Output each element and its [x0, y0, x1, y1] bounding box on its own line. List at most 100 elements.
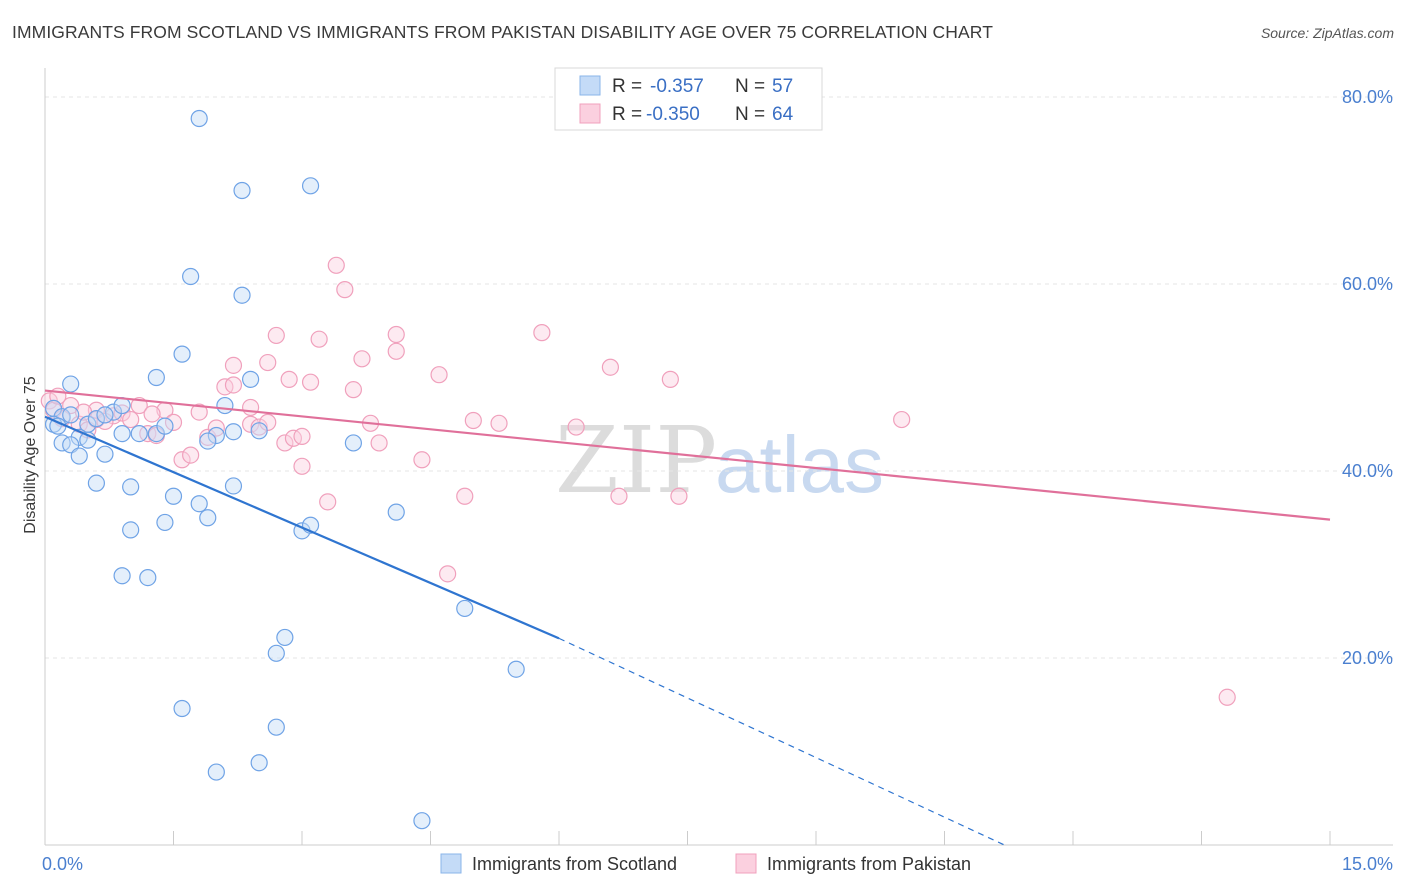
scotland-point [250, 754, 268, 772]
scotland-point [96, 445, 114, 463]
scotland-point [199, 509, 217, 527]
legend-n-label-pakistan: N = [735, 104, 765, 125]
scotland-point [147, 368, 165, 387]
scotland-point [224, 423, 243, 441]
scotland-point [113, 425, 131, 443]
scotland-point [216, 396, 234, 415]
pakistan-trend-line [44, 389, 1331, 521]
scotland-point [267, 718, 285, 736]
watermark-atlas: atlas [715, 420, 884, 509]
bottom-legend-label-scotland: Immigrants from Scotland [472, 854, 677, 874]
scotland-trend-extension [558, 637, 1005, 846]
scotland-point [301, 177, 320, 195]
scotland-point [173, 345, 191, 363]
source-label: Source: ZipAtlas.com [1260, 25, 1394, 41]
scotland-point [122, 478, 140, 496]
pakistan-point [893, 410, 911, 429]
pakistan-point [413, 451, 431, 469]
pakistan-point [293, 457, 311, 475]
pakistan-point [430, 366, 448, 384]
watermark-zip: ZIP [555, 407, 717, 514]
pakistan-point [250, 418, 268, 436]
scotland-point [267, 644, 285, 662]
pakistan-point [610, 487, 628, 505]
pakistan-point [122, 410, 140, 429]
scotland-point [122, 521, 140, 539]
legend-r-value-scotland: -0.357 [650, 76, 704, 97]
scotland-point [207, 426, 225, 445]
scotland-point [207, 763, 225, 781]
scotland-point [62, 375, 80, 393]
pakistan-point [242, 398, 260, 417]
scotland-point [87, 410, 106, 428]
pakistan-point [280, 370, 298, 388]
correlation-legend: R = -0.357 N = 57 R = -0.350 N = 64 [554, 67, 823, 131]
legend-swatch-pakistan [579, 103, 601, 124]
scotland-point [164, 487, 183, 505]
pakistan-point [567, 418, 585, 436]
legend-r-label-scotland: R = [612, 76, 642, 97]
pakistan-point [319, 493, 337, 511]
scotland-point [182, 267, 200, 286]
y-tick-label-60: 60.0% [1342, 274, 1393, 294]
pakistan-point [370, 434, 388, 452]
chart-title: IMMIGRANTS FROM SCOTLAND VS IMMIGRANTS F… [12, 22, 994, 42]
pakistan-point [143, 405, 161, 423]
scotland-point [224, 477, 243, 495]
y-axis-label: Disability Age Over 75 [22, 376, 39, 534]
scotland-point [387, 503, 405, 521]
pakistan-point [182, 446, 200, 464]
scotland-point [62, 406, 80, 424]
bottom-legend-label-pakistan: Immigrants from Pakistan [767, 854, 971, 874]
scotland-point [199, 432, 217, 450]
pakistan-point [439, 565, 457, 583]
scotland-point [139, 568, 157, 587]
legend-r-value-pakistan: -0.350 [646, 104, 700, 125]
scotland-trend-line [44, 415, 560, 640]
pakistan-point [1218, 688, 1236, 706]
legend-r-label-pakistan: R = [612, 104, 642, 125]
scotland-point [233, 181, 251, 200]
pakistan-point [344, 381, 362, 399]
scotland-point [190, 109, 208, 128]
pakistan-point [224, 376, 243, 394]
pakistan-points [40, 256, 1236, 706]
pakistan-point [533, 324, 551, 342]
scotland-point [413, 812, 431, 830]
scotland-point [276, 628, 294, 647]
pakistan-point [464, 411, 482, 430]
legend-n-value-scotland: 57 [772, 76, 793, 97]
scotland-point [113, 567, 131, 585]
scotland-point [130, 425, 148, 443]
pakistan-point [276, 434, 294, 452]
pakistan-point [336, 281, 354, 299]
axes [44, 68, 1393, 846]
x-tick-label-min: 0.0% [42, 854, 83, 874]
legend-n-value-pakistan: 64 [772, 104, 794, 125]
series-legend: Immigrants from Scotland Immigrants from… [440, 853, 971, 874]
scotland-point [507, 660, 525, 678]
scotland-point [96, 406, 114, 424]
y-tick-label-80: 80.0% [1342, 87, 1393, 107]
bottom-legend-swatch-scotland [440, 853, 462, 874]
scotland-point [250, 422, 268, 440]
y-tick-label-20: 20.0% [1342, 648, 1393, 668]
trend-lines [44, 389, 1331, 846]
bottom-legend-swatch-pakistan [735, 853, 757, 874]
scotland-points [44, 109, 525, 830]
pakistan-point [224, 356, 243, 374]
pakistan-point [661, 370, 679, 388]
pakistan-point [601, 358, 620, 376]
scotland-point [190, 495, 208, 513]
y-tick-labels: 20.0% 40.0% 60.0% 80.0% [1342, 87, 1393, 668]
pakistan-point [164, 413, 183, 431]
pakistan-point [353, 350, 371, 368]
pakistan-point [490, 414, 508, 432]
pakistan-point [301, 373, 320, 391]
pakistan-point [670, 487, 688, 505]
pakistan-point [293, 427, 311, 446]
pakistan-point [173, 451, 191, 469]
scotland-point [344, 434, 362, 452]
scotland-point [156, 513, 174, 532]
pakistan-point [327, 256, 345, 274]
